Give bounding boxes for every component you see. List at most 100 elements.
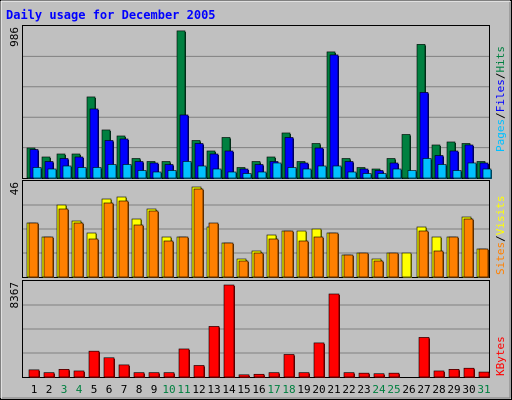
bar-sites-day-27 — [418, 230, 429, 278]
x-tick-label: 7 — [121, 383, 128, 396]
bar-sites-day-22 — [343, 254, 354, 278]
bar-sites-day-10 — [163, 240, 174, 278]
bar-files-day-21 — [329, 54, 339, 179]
bar-kbytes-day-19 — [298, 372, 310, 378]
bar-kbytes-day-9 — [148, 372, 160, 378]
bar-kbytes-day-22 — [343, 372, 355, 378]
x-tick-label: 16 — [252, 383, 265, 396]
bar-sites-day-30 — [463, 218, 474, 278]
bar-kbytes-day-20 — [313, 342, 325, 378]
bar-pages-day-10 — [167, 170, 177, 179]
bars-layer — [23, 30, 492, 378]
x-tick-label: 29 — [447, 383, 460, 396]
x-tick-label: 3 — [61, 383, 68, 396]
bar-kbytes-day-6 — [103, 357, 115, 378]
bar-kbytes-day-23 — [358, 372, 370, 378]
legend-files: Files — [494, 79, 507, 112]
bar-kbytes-day-27 — [418, 337, 430, 378]
bar-sites-day-7 — [118, 200, 129, 278]
bar-sites-day-11 — [178, 236, 189, 278]
bar-sites-day-14 — [223, 242, 234, 278]
panel-kbytes-ymax: 8367 — [8, 282, 21, 309]
bar-pages-day-28 — [437, 164, 447, 179]
bar-kbytes-day-1 — [28, 369, 40, 378]
x-tick-label: 6 — [106, 383, 113, 396]
bar-pages-day-7 — [122, 164, 132, 179]
x-tick-label: 15 — [237, 383, 250, 396]
x-tick-label: 1 — [31, 383, 38, 396]
bar-sites-day-24 — [373, 260, 384, 278]
svg-text:Pages/Files/Hits: Pages/Files/Hits — [494, 46, 507, 152]
bar-sites-day-21 — [328, 232, 339, 278]
bar-hits-day-26 — [401, 134, 411, 179]
bar-sites-day-15 — [238, 260, 249, 278]
bar-pages-day-17 — [272, 162, 282, 179]
bar-sites-day-18 — [283, 230, 294, 278]
bar-sites-day-2 — [43, 236, 54, 278]
bar-pages-day-3 — [62, 165, 72, 179]
x-tick-label: 18 — [282, 383, 295, 396]
x-tick-label: 30 — [462, 383, 475, 396]
bar-sites-day-5 — [88, 238, 99, 278]
bar-pages-day-22 — [347, 171, 357, 179]
bar-sites-day-25 — [388, 252, 399, 278]
bar-pages-day-11 — [182, 161, 192, 179]
bar-sites-day-20 — [313, 236, 324, 278]
bar-pages-day-12 — [197, 165, 207, 179]
x-tick-label: 19 — [297, 383, 310, 396]
x-tick-label: 27 — [417, 383, 430, 396]
panel-usage-legend: Pages/Files/Hits — [494, 46, 507, 152]
panel-kbytes-legend: KBytes — [494, 336, 507, 376]
bar-pages-day-26 — [407, 170, 417, 179]
bar-pages-day-5 — [92, 167, 102, 179]
x-tick-label: 28 — [432, 383, 445, 396]
bar-kbytes-day-25 — [388, 372, 400, 378]
x-tick-label: 5 — [91, 383, 98, 396]
x-tick-label: 2 — [46, 383, 53, 396]
x-tick-label: 8 — [136, 383, 143, 396]
bar-kbytes-day-10 — [163, 372, 175, 378]
x-tick-label: 4 — [76, 383, 83, 396]
x-tick-label: 21 — [327, 383, 340, 396]
chart-title: Daily usage for December 2005 — [6, 8, 216, 22]
bar-pages-day-23 — [362, 173, 372, 179]
bar-kbytes-day-12 — [193, 365, 205, 378]
bar-kbytes-day-11 — [178, 348, 190, 378]
x-tick-label: 22 — [342, 383, 355, 396]
bar-pages-day-31 — [482, 168, 492, 179]
bar-kbytes-day-21 — [328, 293, 340, 378]
bar-pages-day-8 — [137, 170, 147, 179]
bar-kbytes-day-2 — [43, 372, 55, 378]
bar-sites-day-23 — [358, 252, 369, 278]
bar-sites-day-13 — [208, 222, 219, 278]
bar-pages-day-29 — [452, 170, 462, 179]
bar-sites-day-31 — [478, 248, 489, 278]
x-tick-label: 12 — [192, 383, 205, 396]
legend-sites: Sites — [494, 242, 507, 275]
x-tick-label: 24 — [372, 383, 386, 396]
bar-pages-day-2 — [47, 168, 57, 179]
bar-pages-day-27 — [422, 158, 432, 179]
bar-sites-day-12 — [193, 188, 204, 278]
x-tick-label: 14 — [222, 383, 236, 396]
bar-kbytes-day-8 — [133, 372, 145, 378]
bar-pages-day-14 — [227, 171, 237, 179]
bar-sites-day-29 — [448, 236, 459, 278]
bar-pages-day-9 — [152, 171, 162, 179]
bar-sites-day-17 — [268, 238, 279, 278]
bar-kbytes-day-5 — [88, 350, 100, 378]
bar-kbytes-day-18 — [283, 354, 295, 378]
x-tick-label: 11 — [177, 383, 190, 396]
bar-pages-day-16 — [257, 171, 267, 179]
bar-kbytes-day-31 — [478, 371, 490, 378]
x-tick-label: 20 — [312, 383, 325, 396]
legend-kbytes: KBytes — [494, 336, 507, 376]
x-tick-label: 23 — [357, 383, 370, 396]
bar-kbytes-day-24 — [373, 373, 385, 378]
x-tick-label: 10 — [162, 383, 175, 396]
svg-text:Sites/Visits: Sites/Visits — [494, 196, 507, 276]
bar-kbytes-day-28 — [433, 370, 445, 378]
bar-sites-day-28 — [433, 250, 444, 278]
bar-visits-day-26 — [401, 252, 412, 278]
x-tick-label: 31 — [477, 383, 490, 396]
